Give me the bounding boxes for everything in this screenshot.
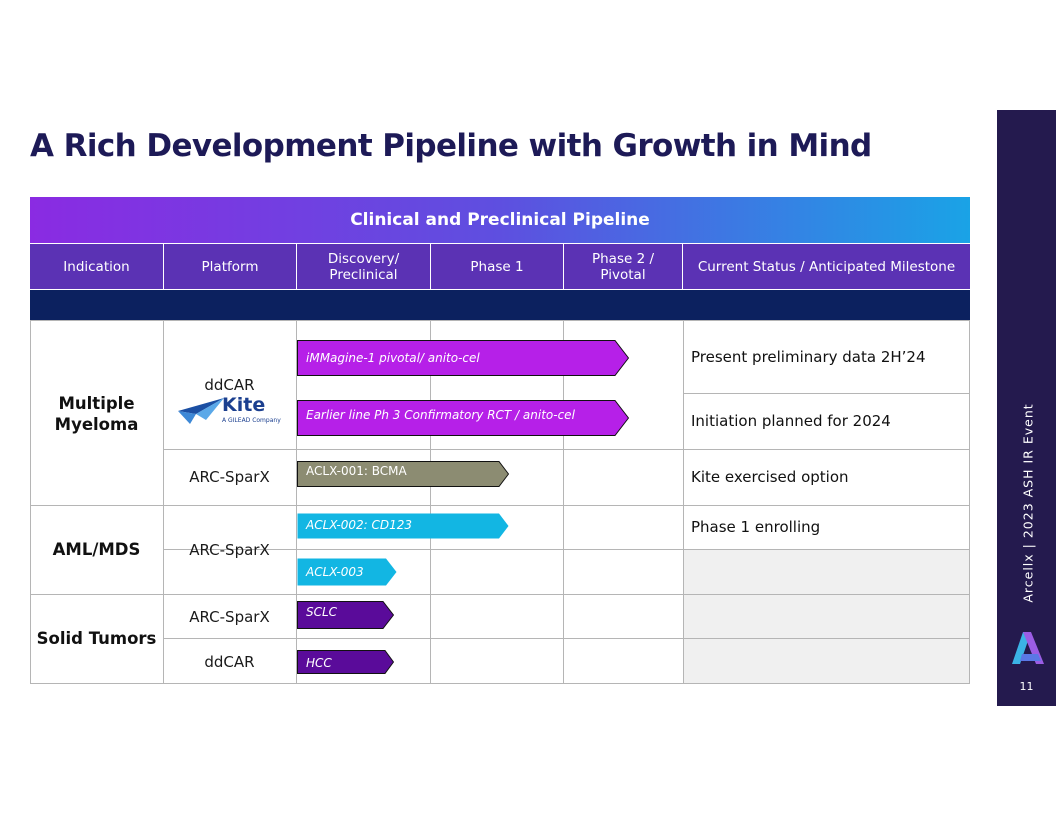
program-arrow-fill — [297, 340, 629, 376]
program-label: ACLX-002: CD123 — [306, 518, 413, 532]
kite-icon — [178, 398, 224, 424]
header-discovery-line1: Discovery/ — [327, 250, 400, 267]
row-divider — [30, 505, 970, 506]
platform-arc-sparx-mm: ARC-SparX — [189, 468, 270, 486]
indication-aml-mds: AML/MDS — [52, 540, 141, 559]
header-discovery: Discovery/ Preclinical — [297, 244, 430, 289]
program-arrow-fill — [297, 650, 394, 674]
program-label: HCC — [306, 656, 332, 670]
row-divider — [683, 393, 970, 394]
col-divider — [296, 320, 297, 684]
indication-solid-tumors: Solid Tumors — [36, 629, 157, 648]
program-arrow-fill — [297, 601, 394, 629]
header-phase2-line1: Phase 2 / — [591, 250, 655, 267]
program-bar: Earlier line Ph 3 Confirmatory RCT / ani… — [297, 400, 629, 436]
col-divider — [430, 320, 431, 684]
status-immagine: Present preliminary data 2H’24 — [691, 348, 926, 366]
row-divider — [163, 638, 970, 639]
header-platform: Platform — [164, 244, 296, 289]
platform-arc-sparx-solid: ARC-SparX — [189, 608, 270, 626]
program-arrow-shape — [297, 650, 394, 674]
header-discovery-line2: Preclinical — [329, 266, 398, 283]
kite-tagline: A GILEAD Company — [222, 417, 281, 424]
program-label: SCLC — [306, 605, 338, 619]
col-divider — [163, 320, 164, 684]
program-arrow-shape — [297, 601, 394, 629]
col-divider — [683, 320, 684, 684]
page-title: A Rich Development Pipeline with Growth … — [30, 128, 872, 164]
header-divider-band — [30, 290, 970, 320]
col-divider — [563, 320, 564, 684]
header-indication: Indication — [30, 244, 163, 289]
arcellx-logo-icon — [1012, 632, 1044, 664]
status-confirmatory-rct: Initiation planned for 2024 — [691, 412, 891, 430]
program-bar: iMMagine-1 pivotal/ anito-cel — [297, 340, 629, 376]
program-arrow-shape — [297, 513, 509, 539]
platform-arc-sparx-aml: ARC-SparX — [189, 541, 270, 559]
program-arrow-shape — [297, 558, 397, 586]
program-arrow-fill — [297, 461, 509, 487]
status-aclx-001: Kite exercised option — [691, 468, 849, 486]
row-divider — [30, 594, 970, 595]
program-arrow-fill — [297, 513, 509, 539]
program-label: ACLX-001: BCMA — [306, 464, 407, 478]
program-bar: ACLX-003 — [297, 558, 397, 586]
program-bar: HCC — [297, 650, 394, 674]
indication-mm-line2: Myeloma — [54, 415, 139, 434]
program-arrow-shape — [297, 461, 509, 487]
pipeline-table — [30, 320, 970, 684]
program-label: iMMagine-1 pivotal/ anito-cel — [306, 351, 480, 365]
indication-multiple-myeloma: Multiple Myeloma — [30, 393, 163, 435]
row-divider — [163, 449, 970, 450]
program-label: ACLX-003 — [306, 565, 364, 579]
row-divider — [163, 549, 970, 550]
header-status: Current Status / Anticipated Milestone — [683, 244, 970, 289]
page-number: 11 — [1019, 680, 1034, 693]
indication-mm-line1: Multiple — [58, 394, 135, 413]
event-label: Arcellx | 2023 ASH IR Event — [1020, 403, 1036, 603]
kite-wordmark: Kite — [222, 394, 266, 416]
header-phase2: Phase 2 / Pivotal — [564, 244, 682, 289]
program-arrow-fill — [297, 400, 629, 436]
right-sidebar — [997, 110, 1056, 706]
program-arrow-shape — [297, 340, 629, 376]
header-phase1: Phase 1 — [431, 244, 563, 289]
program-arrow-shape — [297, 400, 629, 436]
program-label: Earlier line Ph 3 Confirmatory RCT / ani… — [306, 408, 575, 422]
kite-logo: Kite A GILEAD Company — [176, 394, 281, 430]
program-bar: SCLC — [297, 601, 394, 629]
status-aclx-002: Phase 1 enrolling — [691, 518, 821, 536]
program-bar: ACLX-001: BCMA — [297, 461, 509, 487]
platform-ddcar-solid: ddCAR — [204, 653, 255, 671]
program-bar: ACLX-002: CD123 — [297, 513, 509, 539]
platform-ddcar-mm: ddCAR — [204, 376, 255, 394]
empty-status-area — [684, 550, 969, 683]
pipeline-banner: Clinical and Preclinical Pipeline — [30, 197, 970, 243]
program-arrow-fill — [297, 558, 397, 586]
header-phase2-line2: Pivotal — [600, 266, 646, 283]
